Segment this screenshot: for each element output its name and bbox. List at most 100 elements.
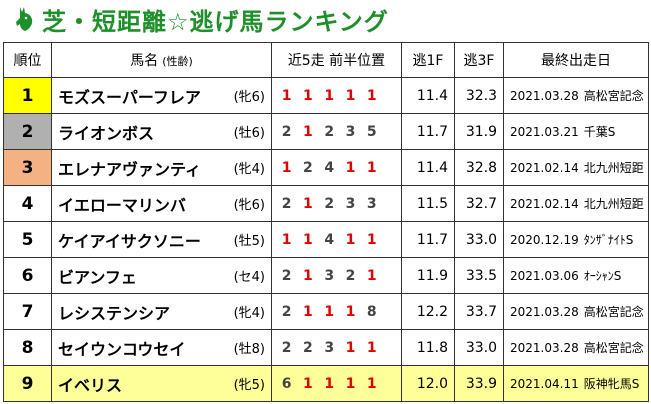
position-value: 1 bbox=[281, 159, 292, 176]
sex-age: (牡8) bbox=[209, 329, 272, 366]
horse-name: イエローマリンバ bbox=[51, 185, 210, 222]
position-value: 1 bbox=[345, 303, 356, 320]
position-value: 1 bbox=[345, 231, 356, 248]
sex-age: (セ4) bbox=[209, 257, 272, 294]
position-value: 2 bbox=[281, 267, 292, 284]
position-value: 3 bbox=[345, 123, 356, 140]
sex-age: (牝6) bbox=[209, 185, 272, 222]
header-f1: 逃1F bbox=[401, 42, 455, 78]
horse-name: イベリス bbox=[51, 365, 210, 402]
first-1f-time: 12.0 bbox=[401, 365, 455, 402]
first-3f-time: 33.0 bbox=[454, 329, 504, 366]
horse-name: エレナアヴァンティ bbox=[51, 149, 210, 186]
page-title: 芝・短距離☆逃げ馬ランキング bbox=[42, 7, 389, 36]
first-1f-time: 11.4 bbox=[401, 77, 455, 114]
position-value: 1 bbox=[366, 267, 377, 284]
position-value: 1 bbox=[281, 87, 292, 104]
position-value: 3 bbox=[324, 339, 335, 356]
header-positions: 近5走 前半位置 bbox=[271, 42, 402, 78]
position-value: 2 bbox=[345, 267, 356, 284]
last-race-date: 2021.03.21 bbox=[510, 125, 579, 139]
first-1f-time: 11.9 bbox=[401, 257, 455, 294]
table-row: 8 セイウンコウセイ (牡8) 2 2 3 1 1 11.8 33.0 2021.03.28 高松宮記… bbox=[3, 329, 649, 366]
rank-cell: 6 bbox=[3, 257, 52, 294]
position-value: 3 bbox=[345, 195, 356, 212]
last-race: 2021.03.06 ｵｰｼｬﾝS bbox=[503, 257, 649, 294]
position-value: 1 bbox=[345, 375, 356, 392]
last-race-date: 2021.03.28 bbox=[510, 305, 579, 319]
first-3f-time: 33.7 bbox=[454, 293, 504, 330]
last-race-name: 千葉S bbox=[583, 125, 616, 139]
rank-cell: 7 bbox=[3, 293, 52, 330]
horse-name: レシステンシア bbox=[51, 293, 210, 330]
position-value: 2 bbox=[281, 123, 292, 140]
rank-cell: 5 bbox=[3, 221, 52, 258]
position-value: 4 bbox=[324, 159, 335, 176]
position-value: 2 bbox=[303, 339, 313, 356]
horse-name: モズスーパーフレア bbox=[51, 77, 210, 114]
position-value: 1 bbox=[345, 159, 356, 176]
header-row: 順位 馬名 (性齢) 近5走 前半位置 逃1F 逃3F 最終出走日 bbox=[3, 42, 649, 78]
position-value: 1 bbox=[345, 87, 356, 104]
position-value: 6 bbox=[281, 375, 292, 392]
position-value: 1 bbox=[366, 159, 377, 176]
first-3f-time: 32.8 bbox=[454, 149, 504, 186]
last-race: 2021.04.11 阪神牝馬S bbox=[503, 365, 649, 402]
last-race-date: 2021.04.11 bbox=[510, 377, 579, 391]
position-value: 2 bbox=[303, 159, 313, 176]
last-race: 2021.03.28 高松宮記念 bbox=[503, 329, 649, 366]
first-3f-time: 33.9 bbox=[454, 365, 504, 402]
table-row: 5 ケイアイサクソニー (牡5) 1 1 4 1 1 11.7 33.0 2020.12.19 ﾀﾝｻ… bbox=[3, 221, 649, 258]
rank-cell: 8 bbox=[3, 329, 52, 366]
rank-cell: 1 bbox=[3, 77, 52, 114]
position-value: 1 bbox=[303, 303, 313, 320]
last-race: 2021.02.14 北九州短距 bbox=[503, 185, 649, 222]
last-race-date: 2021.03.28 bbox=[510, 89, 579, 103]
header-f3: 逃3F bbox=[454, 42, 504, 78]
rank-cell: 4 bbox=[3, 185, 52, 222]
first-3f-time: 31.9 bbox=[454, 113, 504, 150]
header-date: 最終出走日 bbox=[503, 42, 649, 78]
last-race: 2021.03.28 高松宮記念 bbox=[503, 77, 649, 114]
last-race-name: 阪神牝馬S bbox=[583, 377, 640, 391]
position-value: 2 bbox=[324, 123, 335, 140]
position-value: 1 bbox=[345, 339, 356, 356]
horse-name: ビアンフェ bbox=[51, 257, 210, 294]
position-value: 1 bbox=[324, 87, 335, 104]
rank-cell: 2 bbox=[3, 113, 52, 150]
last-race-date: 2021.02.14 bbox=[510, 161, 579, 175]
first-1f-time: 11.8 bbox=[401, 329, 455, 366]
last-race-name: ﾀﾝｻﾞﾅｲﾄS bbox=[583, 233, 634, 247]
position-value: 2 bbox=[281, 303, 292, 320]
first-3f-time: 33.5 bbox=[454, 257, 504, 294]
header-name: 馬名 (性齢) bbox=[51, 42, 272, 78]
position-value: 1 bbox=[366, 339, 377, 356]
position-value: 1 bbox=[303, 123, 313, 140]
table-row: 9 イベリス (牝5) 6 1 1 1 1 12.0 33.9 2021.04.11 阪神牝馬S bbox=[3, 365, 649, 402]
position-value: 1 bbox=[303, 375, 313, 392]
table-row: 7 レシステンシア (牝4) 2 1 1 1 8 12.2 33.7 2021.03.28 高松宮記念 bbox=[3, 293, 649, 330]
ranking-table: 順位 馬名 (性齢) 近5走 前半位置 逃1F 逃3F 最終出走日 1 モズスーパー… bbox=[3, 42, 649, 402]
first-3f-time: 33.0 bbox=[454, 221, 504, 258]
first-1f-time: 11.4 bbox=[401, 149, 455, 186]
position-value: 2 bbox=[281, 339, 292, 356]
position-value: 1 bbox=[303, 267, 313, 284]
last-race-name: 高松宮記念 bbox=[583, 305, 644, 319]
last-race-date: 2021.03.28 bbox=[510, 341, 579, 355]
header-sexage-label: (性齢) bbox=[162, 55, 193, 68]
horse-name: ケイアイサクソニー bbox=[51, 221, 210, 258]
first-1f-time: 11.7 bbox=[401, 113, 455, 150]
position-value: 8 bbox=[366, 303, 377, 320]
rank-cell: 3 bbox=[3, 149, 52, 186]
sex-age: (牡6) bbox=[209, 113, 272, 150]
table-row: 6 ビアンフェ (セ4) 2 1 3 2 1 11.9 33.5 2021.03.06 ｵｰｼｬﾝS bbox=[3, 257, 649, 294]
table-row: 1 モズスーパーフレア (牝6) 1 1 1 1 1 11.4 32.3 2021.03.28 高松宮… bbox=[3, 77, 649, 114]
position-value: 3 bbox=[366, 195, 377, 212]
position-value: 1 bbox=[324, 303, 335, 320]
last-race-date: 2021.02.14 bbox=[510, 197, 579, 211]
position-value: 1 bbox=[303, 87, 313, 104]
